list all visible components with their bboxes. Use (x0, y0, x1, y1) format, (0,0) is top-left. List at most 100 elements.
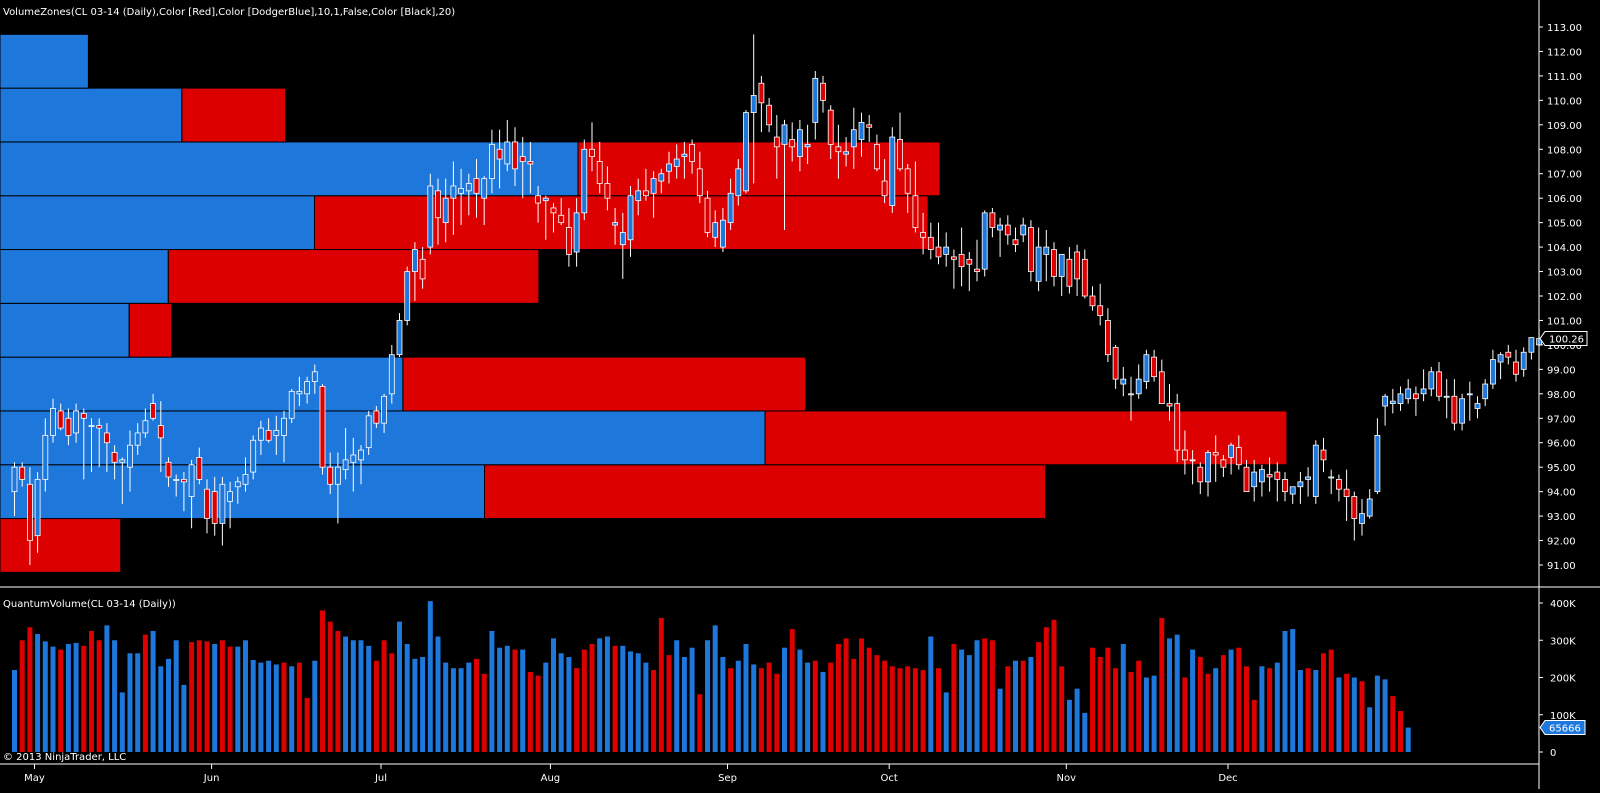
candle-body (1297, 481, 1304, 488)
price-tick-label: 107.00 (1547, 170, 1582, 181)
candle (180, 472, 187, 512)
volume-bar (735, 660, 741, 752)
price-tick-label: 100.00 (1547, 341, 1582, 352)
candle (1174, 393, 1181, 463)
volume-bar (243, 640, 248, 752)
candle-body (80, 412, 87, 419)
candle-body (1289, 486, 1296, 495)
volume-bar (951, 643, 957, 752)
volume-bar (1297, 670, 1303, 752)
candle-body (57, 410, 64, 429)
volume-bar (1374, 675, 1380, 752)
candle (920, 212, 926, 255)
volume-bar (989, 640, 995, 752)
volume-bar (489, 630, 495, 752)
candle (997, 217, 1003, 257)
candle (419, 247, 426, 289)
candle-body (1282, 479, 1288, 493)
candle-body (773, 136, 780, 148)
candle (1459, 393, 1465, 431)
candle-body (365, 415, 372, 449)
candle-body (681, 153, 688, 158)
candle-body (997, 224, 1003, 231)
candle-body (1266, 474, 1273, 478)
volume-bar (373, 660, 379, 752)
candle-body (1120, 378, 1127, 385)
candle-body (219, 483, 226, 524)
candle-body (619, 232, 626, 246)
candle-body (981, 212, 988, 270)
candle-body (358, 449, 364, 461)
candle (473, 159, 480, 218)
candle (342, 428, 349, 480)
volume-bar (266, 660, 272, 752)
volume-bar (89, 630, 94, 752)
candle (935, 222, 942, 265)
last-price-label: 100.26 (1549, 335, 1584, 346)
volume-bar (65, 643, 71, 752)
volume-bar (196, 640, 202, 752)
candle (1151, 349, 1157, 382)
volume-bar (135, 653, 141, 752)
volume-bar (851, 658, 857, 752)
candle-body (535, 195, 541, 204)
candle (111, 445, 118, 480)
zone-down-bar (128, 302, 173, 358)
candle (373, 406, 380, 429)
candle (1520, 347, 1527, 377)
candle (1397, 386, 1404, 411)
candle (820, 75, 826, 113)
zone-down-bar (0, 518, 122, 573)
candle-body (119, 459, 126, 463)
time-tick-label: Jun (203, 773, 220, 784)
candle-body (1151, 356, 1157, 378)
volume-bar (658, 617, 664, 752)
candle (535, 185, 541, 223)
candle (766, 97, 772, 133)
volume-bar (1313, 670, 1319, 752)
volume-bar (612, 645, 618, 752)
candle (1266, 457, 1273, 492)
candle-body (111, 452, 118, 463)
candle (80, 408, 87, 480)
volume-bar (1351, 677, 1357, 752)
candle (1166, 384, 1173, 421)
volume-bar (397, 621, 402, 752)
volume-bar (358, 640, 364, 752)
volume-bar (1398, 711, 1403, 752)
volume-bar (589, 643, 595, 752)
candle (1081, 249, 1088, 299)
volume-bar (1090, 647, 1095, 752)
candle (334, 452, 341, 524)
candle (1251, 459, 1258, 502)
volume-bar (1182, 677, 1188, 752)
candle (496, 129, 503, 189)
candle (196, 447, 203, 485)
volume-bar (1328, 649, 1334, 752)
copyright-text: © 2013 NinjaTrader, LLC (3, 752, 126, 763)
time-tick-label: Dec (1218, 773, 1237, 784)
volume-bar (520, 649, 526, 752)
candle-body (73, 410, 79, 434)
candle (750, 34, 757, 184)
candle (720, 207, 726, 252)
candle-body (1074, 251, 1080, 280)
candle-body (1336, 479, 1342, 490)
volume-bar (751, 664, 757, 752)
candle (1212, 435, 1219, 482)
candle-body (766, 104, 772, 126)
candle (1490, 349, 1496, 389)
price-axis: 91.00 92.00 93.00 94.00 95.00 96.00 97.00 98.00… (1539, 23, 1582, 572)
candle-body (1012, 239, 1019, 246)
candle-body (1374, 434, 1381, 493)
volume-tick-label: 300K (1550, 636, 1576, 647)
volume-bar (1405, 727, 1411, 752)
candle-body (1359, 513, 1365, 524)
volume-bar (1128, 671, 1134, 752)
price-tick-label: 101.00 (1547, 316, 1582, 327)
candle (681, 141, 688, 179)
volume-bar (905, 666, 911, 752)
candle-body (473, 178, 480, 194)
candle (150, 393, 157, 421)
volume-bar (835, 643, 841, 752)
